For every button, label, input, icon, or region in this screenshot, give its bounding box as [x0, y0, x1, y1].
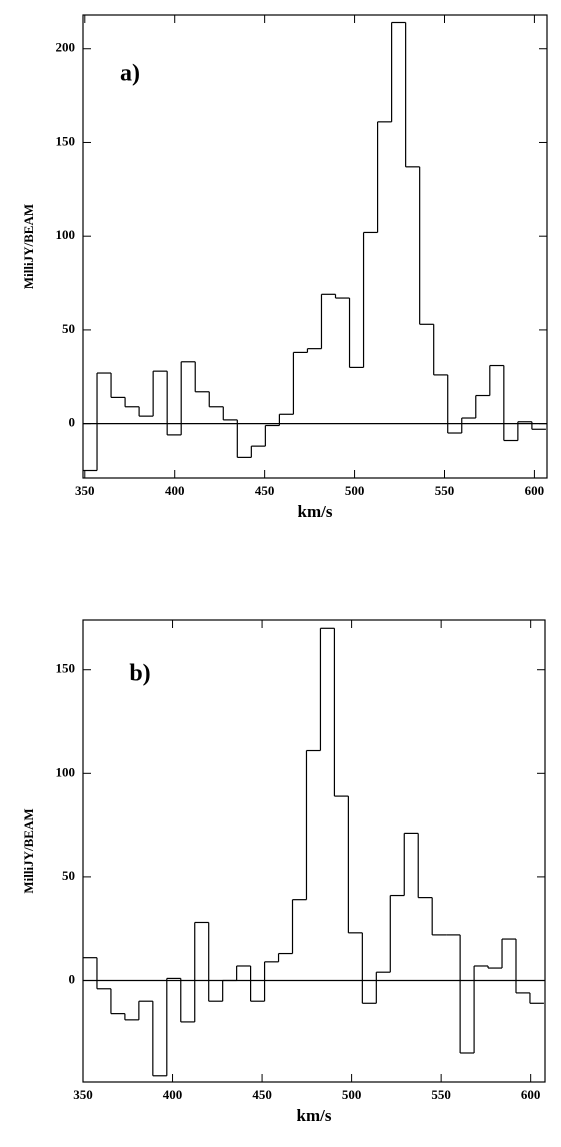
x-tick-label: 450 [252, 1087, 272, 1102]
y-tick-label: 50 [62, 868, 75, 883]
x-tick-label: 400 [165, 483, 185, 498]
annotation: b) [129, 661, 150, 687]
plot-frame [82, 14, 548, 479]
x-tick-label: 550 [431, 1087, 451, 1102]
x-tick-label: 500 [342, 1087, 362, 1102]
y-tick-label: 50 [62, 321, 75, 336]
x-axis-label: km/s [298, 502, 333, 521]
x-tick-label: 500 [345, 483, 365, 498]
x-tick-label: 350 [73, 1087, 93, 1102]
y-tick-label: 0 [69, 971, 76, 986]
y-tick-label: 0 [69, 415, 76, 430]
x-tick-label: 600 [525, 483, 545, 498]
y-tick-label: 200 [56, 40, 76, 55]
x-tick-label: 450 [255, 483, 275, 498]
y-tick-label: 150 [56, 661, 76, 676]
y-tick-label: 100 [56, 227, 76, 242]
x-tick-label: 550 [435, 483, 455, 498]
x-axis-label: km/s [297, 1106, 332, 1125]
x-tick-label: 350 [75, 483, 95, 498]
x-tick-label: 600 [521, 1087, 541, 1102]
x-tick-label: 400 [163, 1087, 183, 1102]
plot-frame [82, 619, 546, 1083]
y-tick-label: 150 [56, 133, 76, 148]
y-axis-label: MilliJY/BEAM [21, 204, 36, 289]
y-axis-label: MilliJY/BEAM [21, 808, 36, 893]
y-tick-label: 100 [56, 764, 76, 779]
annotation: a) [120, 61, 140, 87]
